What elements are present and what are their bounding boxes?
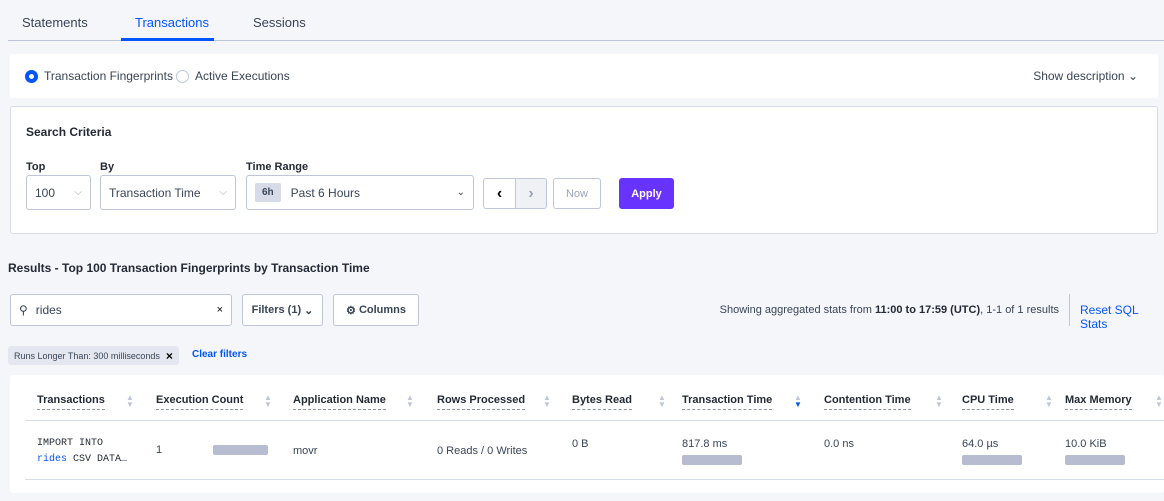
execution-count: 1 [156,444,163,456]
execution-count-bar [213,445,268,455]
cpu-time: 64.0 µs [962,438,999,450]
max-memory: 10.0 KiB [1065,438,1107,450]
header-divider [25,420,1164,421]
columns-button[interactable]: ⚙ Columns [333,294,419,326]
max-memory-bar [1065,455,1125,465]
row-divider [25,479,1164,480]
column-header-max-memory[interactable]: Max Memory [1065,394,1132,410]
application-name: movr [293,445,318,457]
sort-descending-icon[interactable]: ▲ ▼ [794,393,802,409]
clear-search-icon[interactable]: × [216,304,223,316]
search-input[interactable]: ⚲ rides × [10,294,232,326]
tab-statements[interactable]: Statements [22,15,88,30]
filter-chip: Runs Longer Than: 300 milliseconds × [8,346,179,365]
transaction-text[interactable]: IMPORT INTO rides CSV DATA… [37,436,127,468]
show-description-button[interactable]: Show description ⌄ [1033,69,1138,83]
time-value: Past 6 Hours [290,185,361,200]
chevron-down-icon: ⌵ [74,187,82,198]
time-range-label: Time Range [246,161,309,173]
transaction-time: 817.8 ms [682,438,728,450]
chevron-right-icon: › [528,184,534,202]
show-description-label: Show description [1033,69,1125,83]
column-header-transactions[interactable]: Transactions [37,394,105,410]
chevron-down-icon: ⌄ [1127,69,1138,83]
chevron-down-icon: ⌄ [456,187,465,198]
view-toggle-panel: Transaction Fingerprints Active Executio… [10,54,1158,98]
search-icon: ⚲ [19,303,28,317]
sort-icon[interactable]: ▲ ▼ [658,393,666,409]
column-header-transaction-time[interactable]: Transaction Time [682,394,773,410]
txn-line1: IMPORT INTO [37,438,104,449]
clear-filters-link[interactable]: Clear filters [192,349,248,360]
now-button[interactable]: Now [553,178,601,209]
filters-button[interactable]: Filters (1) ⌄ [242,294,323,326]
rows-processed: 0 Reads / 0 Writes [437,445,528,457]
columns-label: Columns [358,304,406,316]
chevron-down-icon: ⌵ [219,187,227,198]
column-header-bytes-read[interactable]: Bytes Read [572,394,632,410]
apply-button[interactable]: Apply [619,178,674,209]
bytes-read: 0 B [572,438,589,450]
column-header-application-name[interactable]: Application Name [293,394,386,410]
sort-icon[interactable]: ▲ ▼ [406,393,414,409]
radio-label: Active Executions [195,69,290,83]
previous-time-button[interactable]: ‹ [483,178,516,209]
contention-time: 0.0 ns [824,438,854,450]
search-value: rides [35,303,62,317]
remove-filter-icon[interactable]: × [165,348,173,363]
next-time-button[interactable]: › [515,178,547,209]
filter-chip-label: Runs Longer Than: 300 milliseconds [14,350,160,361]
time-badge: 6h [255,183,281,202]
cpu-time-bar [962,455,1022,465]
reset-sql-stats-link[interactable]: Reset SQL Stats [1080,303,1139,331]
sort-icon[interactable]: ▲ ▼ [126,393,134,409]
column-header-cpu-time[interactable]: CPU Time [962,394,1014,410]
stats-suffix: , 1-1 of 1 results [980,304,1059,316]
top-value: 100 [35,185,56,200]
stats-summary: Showing aggregated stats from 11:00 to 1… [720,304,1059,316]
stats-prefix: Showing aggregated stats from [719,304,875,316]
tab-divider [8,40,1164,41]
radio-selected-icon [25,69,38,83]
tab-sessions[interactable]: Sessions [253,15,306,30]
top-label: Top [26,161,46,173]
gear-icon: ⚙ [346,304,356,317]
results-table [10,375,1164,493]
results-title: Results - Top 100 Transaction Fingerprin… [8,261,370,275]
by-value: Transaction Time [109,185,201,200]
radio-label: Transaction Fingerprints [44,69,173,83]
sort-icon[interactable]: ▲ ▼ [935,393,943,409]
active-tab-indicator [121,38,214,41]
filters-label: Filters (1) [251,304,302,316]
column-header-contention-time[interactable]: Contention Time [824,394,911,410]
radio-unselected-icon [176,69,189,83]
txn-line2: CSV DATA… [67,454,128,465]
by-label: By [100,161,115,173]
column-header-execution-count[interactable]: Execution Count [156,394,244,410]
sort-icon[interactable]: ▲ ▼ [543,393,551,409]
top-select[interactable]: 100 ⌵ [26,175,91,210]
sort-icon[interactable]: ▲ ▼ [1155,393,1163,409]
sort-icon[interactable]: ▲ ▼ [1045,393,1053,409]
radio-active-executions[interactable]: Active Executions [176,69,290,83]
radio-transaction-fingerprints[interactable]: Transaction Fingerprints [25,69,173,83]
chevron-left-icon: ‹ [496,184,503,202]
tab-transactions[interactable]: Transactions [135,15,209,30]
divider [1069,294,1070,326]
column-header-rows-processed[interactable]: Rows Processed [437,394,526,410]
search-highlight: rides [37,454,68,465]
search-criteria-title: Search Criteria [26,125,112,139]
stats-range: 11:00 to 17:59 (UTC) [874,304,981,316]
search-criteria-panel: Search Criteria Top 100 ⌵ By Transaction … [10,106,1158,234]
chevron-down-icon: ⌄ [304,304,314,317]
time-range-select[interactable]: 6h Past 6 Hours ⌄ [246,175,474,210]
by-select[interactable]: Transaction Time ⌵ [100,175,236,210]
sort-icon[interactable]: ▲ ▼ [264,393,272,409]
transaction-time-bar [682,455,742,465]
